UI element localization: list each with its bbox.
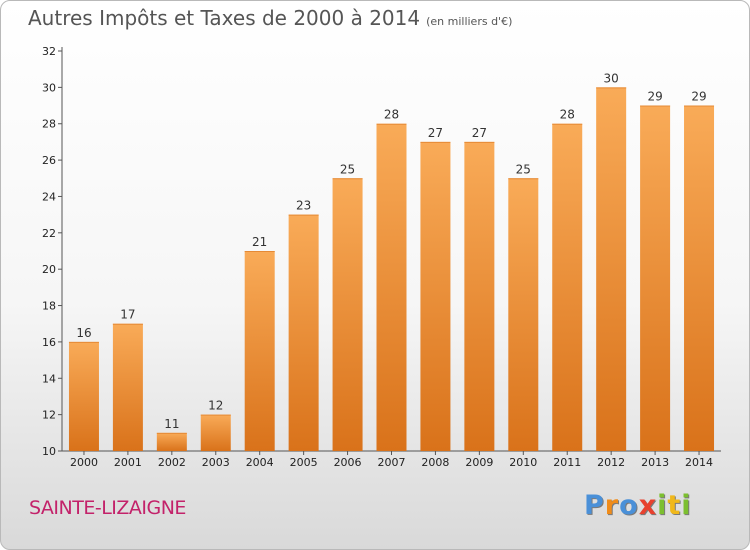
bar <box>156 432 187 451</box>
data-label: 12 <box>208 399 223 413</box>
y-tick-label: 28 <box>42 118 56 131</box>
x-tick-label: 2000 <box>70 456 98 469</box>
bar <box>288 214 319 451</box>
y-tick-label: 10 <box>42 445 56 458</box>
y-tick-label: 26 <box>42 154 56 167</box>
data-label: 16 <box>76 326 91 340</box>
bar <box>596 87 627 451</box>
bar <box>332 178 363 452</box>
bar <box>376 123 407 452</box>
y-tick-label: 20 <box>42 263 56 276</box>
data-label: 11 <box>164 417 179 431</box>
y-tick-label: 12 <box>42 409 56 422</box>
y-tick-label: 24 <box>42 190 56 203</box>
x-tick-label: 2009 <box>465 456 493 469</box>
data-label: 30 <box>604 71 619 85</box>
data-label: 27 <box>428 126 443 140</box>
bar <box>684 105 715 451</box>
bar <box>244 251 275 451</box>
chart-title-text: Autres Impôts et Taxes de 2000 à 2014 <box>28 6 421 30</box>
bar <box>200 414 231 451</box>
x-tick-label: 2007 <box>378 456 406 469</box>
logo-letter: r <box>604 490 620 521</box>
bar <box>112 323 143 451</box>
y-tick-label: 14 <box>42 372 56 385</box>
y-tick-label: 30 <box>42 81 56 94</box>
data-label: 27 <box>472 126 487 140</box>
y-tick-label: 16 <box>42 336 56 349</box>
logo-letter: P <box>584 490 605 521</box>
bars <box>68 87 715 452</box>
data-label: 21 <box>252 235 267 249</box>
data-label: 28 <box>384 108 399 122</box>
x-tick-label: 2002 <box>158 456 186 469</box>
chart-title: Autres Impôts et Taxes de 2000 à 2014 (en… <box>28 6 512 30</box>
data-label: 29 <box>691 90 706 104</box>
logo-letter: x <box>638 490 658 521</box>
proxiti-logo[interactable]: Proxiti <box>584 490 692 521</box>
y-tick-label: 18 <box>42 300 56 313</box>
logo-letter: i <box>681 490 692 521</box>
x-tick-label: 2012 <box>597 456 625 469</box>
y-axis: 10 12 14 16 18 20 22 24 26 28 30 32 <box>42 45 63 458</box>
y-tick-label: 22 <box>42 227 56 240</box>
logo-letter: o <box>619 490 639 521</box>
data-label: 28 <box>560 108 575 122</box>
x-tick-label: 2011 <box>553 456 581 469</box>
x-axis: 2000 2001 2002 2003 2004 2005 2006 2007 2008 2009… <box>62 450 721 469</box>
town-name: SAINTE-LIZAIGNE <box>29 497 186 519</box>
x-tick-label: 2005 <box>290 456 318 469</box>
logo-letter: i <box>657 490 668 521</box>
x-tick-label: 2003 <box>202 456 230 469</box>
data-label: 25 <box>516 162 531 176</box>
y-tick-label: 32 <box>42 45 56 58</box>
x-tick-label: 2014 <box>685 456 713 469</box>
data-label: 23 <box>296 199 311 213</box>
chart-subtitle: (en milliers d'€) <box>426 15 513 28</box>
x-tick-label: 2001 <box>114 456 142 469</box>
bar <box>464 141 495 451</box>
logo-letter: t <box>667 490 682 521</box>
data-label: 17 <box>120 308 135 322</box>
bar <box>508 178 539 452</box>
data-labels: 16 17 11 12 21 23 25 28 27 27 25 28 30 29 29 <box>76 71 706 430</box>
x-tick-label: 2013 <box>641 456 669 469</box>
bar <box>68 341 99 451</box>
x-tick-label: 2004 <box>246 456 274 469</box>
data-label: 25 <box>340 162 355 176</box>
data-label: 29 <box>647 90 662 104</box>
bar <box>640 105 671 451</box>
bar <box>420 141 451 451</box>
x-tick-label: 2006 <box>334 456 362 469</box>
x-tick-label: 2008 <box>421 456 449 469</box>
bar <box>552 123 583 452</box>
x-tick-label: 2010 <box>509 456 537 469</box>
